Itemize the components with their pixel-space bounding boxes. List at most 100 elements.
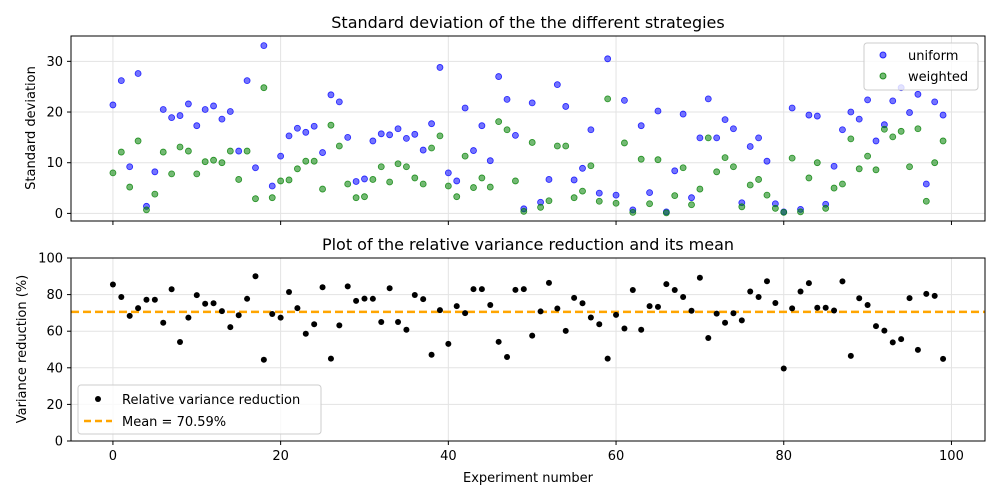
weighted-point (822, 204, 830, 212)
x-tick-label: 20 (272, 449, 289, 464)
bottom-x-ticks: 0 20 40 60 80 100 (109, 441, 964, 464)
relative-variance-reduction-point (545, 279, 552, 286)
uniform-point (201, 106, 209, 113)
relative-variance-reduction-point (277, 314, 284, 321)
weighted-point (562, 142, 570, 150)
weighted-point (780, 208, 788, 216)
relative-variance-reduction-point (177, 338, 184, 345)
weighted-point (847, 135, 855, 143)
weighted-point (319, 185, 326, 193)
weighted-point (495, 118, 503, 126)
relative-variance-reduction-point (160, 319, 167, 326)
relative-variance-reduction-point (604, 355, 611, 362)
top-y-axis-label: Standard deviation (24, 66, 39, 190)
uniform-point (419, 146, 427, 154)
relative-variance-reduction-point (453, 303, 460, 310)
uniform-point (486, 157, 494, 165)
std-dev-panel: 0 10 20 30 Standard deviation of the the di… (24, 13, 986, 225)
weighted-point (738, 203, 746, 211)
weighted-point (394, 160, 402, 168)
weighted-point (520, 207, 528, 215)
uniform-point (570, 176, 578, 184)
relative-variance-reduction-point (772, 300, 779, 307)
weighted-point (277, 177, 285, 185)
relative-variance-reduction-point (411, 291, 418, 298)
relative-variance-reduction-point (906, 295, 913, 302)
relative-variance-reduction-point (445, 340, 452, 347)
uniform-point (646, 189, 653, 197)
uniform-point (294, 124, 301, 132)
relative-variance-reduction-point (621, 325, 628, 332)
uniform-point (495, 73, 503, 80)
weighted-point (310, 157, 318, 165)
uniform-point (302, 128, 310, 136)
relative-variance-reduction-point (227, 324, 234, 331)
variance-reduction-series (109, 273, 947, 372)
uniform-point (906, 109, 913, 116)
weighted-point (151, 190, 159, 198)
uniform-point (403, 134, 410, 142)
relative-variance-reduction-point (755, 293, 762, 300)
relative-variance-reduction-point (185, 314, 192, 321)
uniform-point (444, 169, 452, 177)
relative-variance-reduction-point (504, 354, 511, 361)
weighted-point (713, 168, 721, 176)
uniform-point (478, 122, 486, 130)
uniform-point (352, 178, 360, 185)
relative-variance-reduction-point (202, 300, 209, 307)
weighted-point (654, 156, 662, 164)
relative-variance-reduction-point (302, 330, 309, 337)
relative-variance-reduction-point (638, 326, 645, 333)
weighted-series (109, 84, 947, 217)
relative-variance-reduction-point (722, 319, 729, 326)
weighted-point (184, 147, 192, 155)
top-y-ticks: 0 10 20 30 (46, 55, 71, 222)
relative-variance-reduction-point (403, 326, 410, 333)
uniform-point (721, 116, 729, 124)
legend-label-variance-reduction: Relative variance reduction (122, 393, 300, 408)
weighted-point (914, 125, 922, 133)
uniform-point (243, 77, 251, 85)
weighted-point (805, 174, 813, 182)
relative-variance-reduction-point (260, 356, 267, 363)
weighted-point (176, 143, 184, 151)
uniform-point (528, 99, 536, 107)
uniform-point (637, 122, 645, 130)
uniform-point (310, 122, 318, 130)
weighted-point (755, 176, 762, 183)
top-legend: uniform weighted (863, 42, 979, 91)
weighted-point (897, 127, 905, 135)
weighted-point (126, 183, 134, 191)
top-plot-area (71, 36, 985, 221)
uniform-point (587, 126, 595, 134)
uniform-point (612, 191, 620, 199)
weighted-point (503, 126, 511, 134)
uniform-point (184, 100, 192, 108)
relative-variance-reduction-point (537, 308, 544, 315)
relative-variance-reduction-point (814, 304, 821, 311)
weighted-point (444, 182, 452, 190)
x-tick-label: 80 (775, 449, 792, 464)
uniform-point (470, 147, 477, 154)
relative-variance-reduction-point (210, 300, 217, 307)
weighted-point (486, 183, 494, 191)
bottom-y-ticks: 0 20 40 60 80 100 (38, 252, 71, 450)
uniform-point (579, 164, 586, 172)
relative-variance-reduction-point (269, 310, 276, 317)
relative-variance-reduction-point (923, 290, 930, 297)
variance-reduction-panel: 0 20 40 60 80 100 0 20 40 60 80 100 Plot of the re… (15, 235, 986, 486)
weighted-point (855, 165, 863, 173)
relative-variance-reduction-point (554, 305, 561, 312)
weighted-point (595, 197, 603, 205)
uniform-point (553, 81, 561, 89)
uniform-point (327, 91, 335, 99)
relative-variance-reduction-point (763, 278, 770, 285)
weighted-point (428, 144, 435, 152)
weighted-point (696, 185, 704, 193)
weighted-point (872, 166, 880, 174)
weighted-point (470, 184, 477, 191)
uniform-point (604, 55, 612, 63)
uniform-point (428, 120, 435, 128)
relative-variance-reduction-point (738, 317, 745, 324)
relative-variance-reduction-point (218, 308, 225, 315)
